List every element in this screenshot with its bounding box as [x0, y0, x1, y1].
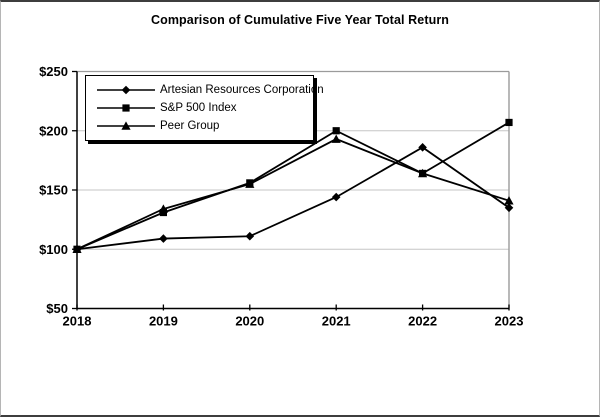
- x-tick-label: 2021: [322, 314, 351, 329]
- triangle-marker-icon: [97, 121, 155, 130]
- y-tick-label: $50: [46, 301, 68, 316]
- legend-label: Peer Group: [160, 120, 220, 132]
- y-tick-label: $250: [39, 64, 68, 79]
- x-tick-label: 2023: [495, 314, 524, 329]
- square-marker: [159, 208, 167, 217]
- series-triangle: [72, 134, 514, 254]
- legend-label: Artesian Resources Corporation: [160, 84, 324, 96]
- series-square: [73, 118, 513, 253]
- legend-item: Peer Group: [97, 120, 309, 132]
- chart-title: Comparison of Cumulative Five Year Total…: [150, 13, 450, 27]
- triangle-marker: [331, 134, 341, 143]
- square-marker: [419, 169, 427, 178]
- square-marker: [73, 245, 81, 253]
- diamond-marker: [121, 85, 131, 95]
- y-tick-label: $100: [39, 242, 68, 257]
- square-marker-icon: [97, 104, 155, 112]
- series-line: [76, 121, 510, 251]
- square-marker: [332, 127, 340, 135]
- legend-label: S&P 500 Index: [160, 102, 237, 114]
- y-tick-label: $200: [39, 123, 68, 138]
- legend-item: S&P 500 Index: [97, 102, 309, 114]
- diamond-marker: [159, 234, 168, 243]
- x-tick-label: 2018: [63, 314, 92, 329]
- diamond-marker: [504, 203, 514, 213]
- x-tick-label: 2019: [149, 314, 178, 329]
- square-marker: [505, 118, 513, 127]
- triangle-marker: [504, 196, 514, 205]
- y-tick-label: $150: [39, 183, 68, 198]
- square-marker: [246, 179, 254, 187]
- chart-legend: Artesian Resources Corporation S&P 500 I…: [85, 75, 324, 141]
- diamond-marker-icon: [97, 85, 155, 95]
- diamond-marker: [245, 231, 255, 241]
- legend-item: Artesian Resources Corporation: [97, 84, 324, 96]
- square-marker: [122, 104, 130, 112]
- diamond-marker: [331, 192, 341, 202]
- x-tick-label: 2020: [235, 314, 264, 329]
- series-line: [76, 138, 510, 251]
- triangle-marker: [121, 121, 131, 130]
- diamond-marker: [418, 143, 427, 152]
- series-line: [76, 146, 510, 251]
- x-tick-label: 2022: [408, 314, 437, 329]
